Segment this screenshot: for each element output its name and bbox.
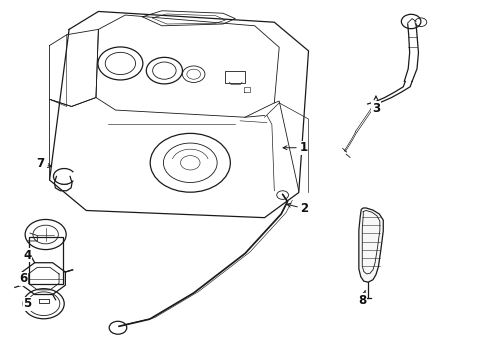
Text: 6: 6 <box>20 272 28 285</box>
Text: 1: 1 <box>283 141 308 154</box>
Text: 4: 4 <box>24 249 32 262</box>
Text: 2: 2 <box>287 202 309 215</box>
Text: 8: 8 <box>358 291 367 307</box>
Text: 7: 7 <box>37 157 51 170</box>
Text: 3: 3 <box>372 96 380 115</box>
Polygon shape <box>359 208 383 282</box>
Text: 5: 5 <box>24 297 32 310</box>
